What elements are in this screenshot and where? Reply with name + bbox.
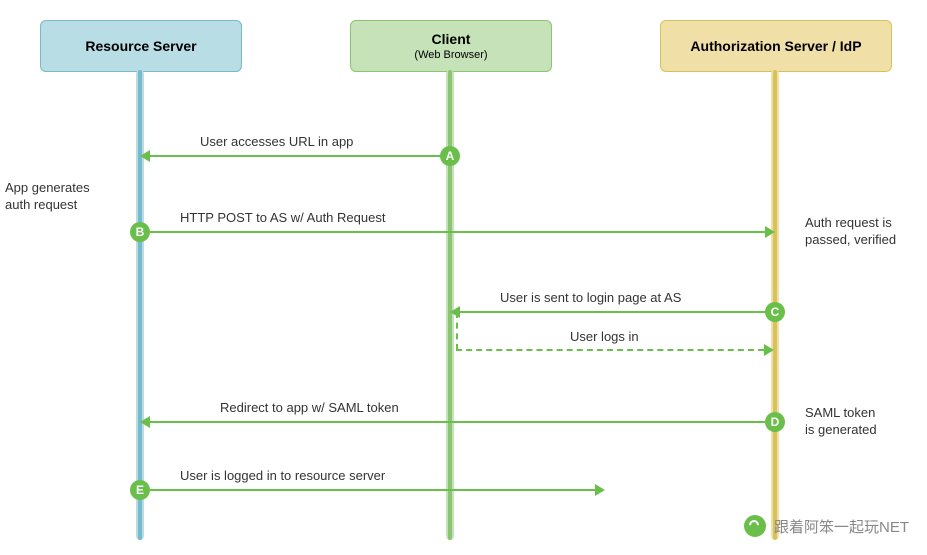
text-line: auth request bbox=[5, 197, 77, 212]
arrow-login-head bbox=[764, 344, 774, 356]
participant-resource-server: Resource Server bbox=[40, 20, 242, 72]
side-label-app-generates: App generates auth request bbox=[5, 180, 125, 214]
arrow-d bbox=[150, 421, 765, 423]
step-c-label: User is sent to login page at AS bbox=[500, 290, 681, 305]
arrow-login bbox=[456, 349, 764, 351]
arrow-b-head bbox=[765, 226, 775, 238]
watermark: 跟着阿笨一起玩NET bbox=[744, 515, 909, 537]
participant-title: Authorization Server / IdP bbox=[690, 38, 861, 54]
login-return-connector bbox=[456, 312, 458, 350]
participant-client: Client (Web Browser) bbox=[350, 20, 552, 72]
text-line: SAML token bbox=[805, 405, 875, 420]
step-d-circle: D bbox=[765, 412, 785, 432]
step-b-circle: B bbox=[130, 222, 150, 242]
participant-title: Resource Server bbox=[85, 38, 196, 54]
step-d-label: Redirect to app w/ SAML token bbox=[220, 400, 399, 415]
step-login-label: User logs in bbox=[570, 329, 639, 344]
participant-title: Client bbox=[432, 31, 471, 47]
text-line: App generates bbox=[5, 180, 90, 195]
text-line: passed, verified bbox=[805, 232, 896, 247]
participant-subtitle: (Web Browser) bbox=[414, 49, 487, 61]
text-line: Auth request is bbox=[805, 215, 892, 230]
text-line: is generated bbox=[805, 422, 877, 437]
side-label-auth-verified: Auth request is passed, verified bbox=[805, 215, 896, 249]
arrow-c-head bbox=[450, 306, 460, 318]
step-a-label: User accesses URL in app bbox=[200, 134, 353, 149]
step-e-label: User is logged in to resource server bbox=[180, 468, 385, 483]
arrow-e bbox=[150, 489, 595, 491]
step-a-circle: A bbox=[440, 146, 460, 166]
arrow-a-head bbox=[140, 150, 150, 162]
watermark-text: 跟着阿笨一起玩NET bbox=[774, 516, 909, 537]
wechat-icon bbox=[744, 515, 766, 537]
participant-auth-server: Authorization Server / IdP bbox=[660, 20, 892, 72]
arrow-b bbox=[150, 231, 765, 233]
lifeline-resource-inner bbox=[138, 70, 142, 540]
step-e-circle: E bbox=[130, 480, 150, 500]
step-b-label: HTTP POST to AS w/ Auth Request bbox=[180, 210, 385, 225]
arrow-d-head bbox=[140, 416, 150, 428]
step-c-circle: C bbox=[765, 302, 785, 322]
side-label-saml-generated: SAML token is generated bbox=[805, 405, 877, 439]
lifeline-client-inner bbox=[448, 70, 452, 540]
arrow-c bbox=[460, 311, 765, 313]
arrow-e-head bbox=[595, 484, 605, 496]
arrow-a bbox=[150, 155, 450, 157]
